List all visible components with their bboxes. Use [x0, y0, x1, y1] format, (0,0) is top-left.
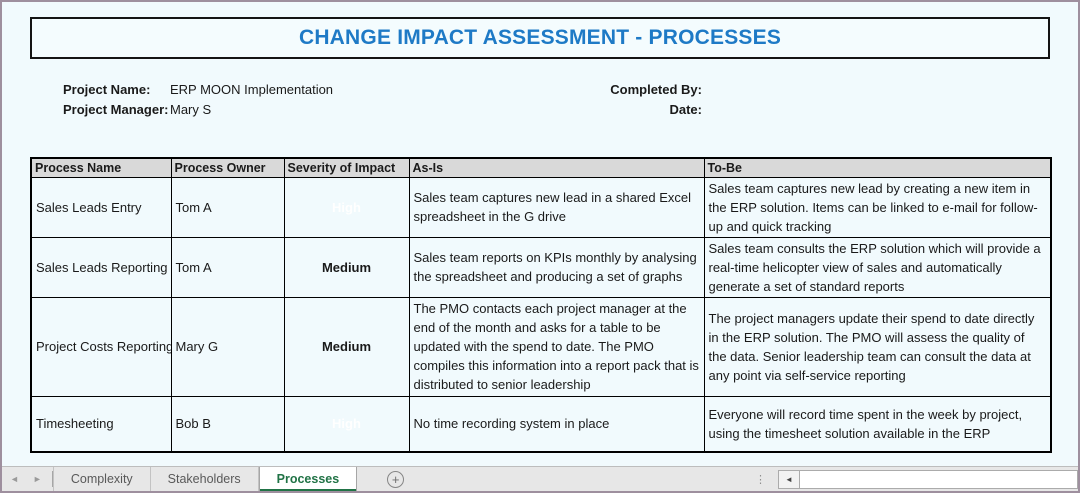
process-name-cell[interactable]: Timesheeting [30, 395, 172, 453]
severity-cell[interactable]: High [283, 395, 410, 453]
process-name-cell[interactable]: Project Costs Reporting [30, 296, 172, 397]
dots-divider-icon[interactable]: ⋮ [755, 473, 766, 486]
project-manager-label: Project Manager: [63, 102, 169, 117]
process-owner-cell[interactable]: Tom A [170, 176, 285, 238]
table-row: Sales Leads Entry Tom A High Sales team … [30, 176, 1052, 238]
column-header-as-is[interactable]: As-Is [408, 157, 705, 178]
process-name-cell[interactable]: Sales Leads Reporting [30, 236, 172, 298]
as-is-cell[interactable]: Sales team captures new lead in a shared… [408, 176, 705, 238]
column-header-severity[interactable]: Severity of Impact [283, 157, 410, 178]
column-header-process-name[interactable]: Process Name [30, 157, 172, 178]
column-header-to-be[interactable]: To-Be [703, 157, 1052, 178]
to-be-cell[interactable]: Sales team captures new lead by creating… [703, 176, 1052, 238]
process-owner-cell[interactable]: Mary G [170, 296, 285, 397]
project-name-label: Project Name: [63, 82, 151, 97]
column-header-process-owner[interactable]: Process Owner [170, 157, 285, 178]
tab-bar-spacer [404, 467, 755, 491]
sheet-tab-bar: ◄ ► Complexity Stakeholders Processes + … [2, 466, 1078, 491]
sheet-nav-arrows: ◄ ► [2, 467, 52, 491]
sheet-tab-stakeholders[interactable]: Stakeholders [151, 467, 259, 491]
scroll-left-icon: ◄ [785, 474, 793, 484]
as-is-cell[interactable]: No time recording system in place [408, 395, 705, 453]
severity-cell[interactable]: High [283, 176, 410, 238]
horizontal-scrollbar[interactable]: ◄ [778, 469, 1078, 489]
process-owner-cell[interactable]: Tom A [170, 236, 285, 298]
table-row: Timesheeting Bob B High No time recordin… [30, 395, 1052, 453]
table-row: Project Costs Reporting Mary G Medium Th… [30, 296, 1052, 397]
table-row: Sales Leads Reporting Tom A Medium Sales… [30, 236, 1052, 298]
severity-cell[interactable]: Medium [283, 296, 410, 397]
to-be-cell[interactable]: Everyone will record time spent in the w… [703, 395, 1052, 453]
processes-table: Process Name Process Owner Severity of I… [30, 157, 1052, 453]
severity-cell[interactable]: Medium [283, 236, 410, 298]
completed-by-label: Completed By: [610, 82, 702, 97]
project-name-value[interactable]: ERP MOON Implementation [170, 82, 334, 97]
sheet-tab-processes[interactable]: Processes [258, 467, 358, 491]
scrollbar-thumb[interactable] [800, 469, 1078, 489]
date-label: Date: [669, 102, 702, 117]
project-manager-value[interactable]: Mary S [170, 102, 212, 117]
page-title-box: CHANGE IMPACT ASSESSMENT - PROCESSES [30, 17, 1050, 59]
process-name-cell[interactable]: Sales Leads Entry [30, 176, 172, 238]
as-is-cell[interactable]: Sales team reports on KPIs monthly by an… [408, 236, 705, 298]
add-sheet-button[interactable]: + [387, 470, 405, 488]
process-owner-cell[interactable]: Bob B [170, 395, 285, 453]
scroll-left-button[interactable]: ◄ [778, 469, 800, 489]
to-be-cell[interactable]: Sales team consults the ERP solution whi… [703, 236, 1052, 298]
sheet-nav-right-icon[interactable]: ► [32, 474, 42, 484]
tab-bar-divider [51, 471, 53, 487]
plus-icon: + [391, 471, 400, 487]
page-title: CHANGE IMPACT ASSESSMENT - PROCESSES [298, 26, 782, 49]
to-be-cell[interactable]: The project managers update their spend … [703, 296, 1052, 397]
sheet-tab-complexity[interactable]: Complexity [52, 467, 151, 491]
sheet-nav-left-icon[interactable]: ◄ [10, 474, 19, 484]
table-header-row: Process Name Process Owner Severity of I… [30, 157, 1052, 178]
as-is-cell[interactable]: The PMO contacts each project manager at… [408, 296, 705, 397]
